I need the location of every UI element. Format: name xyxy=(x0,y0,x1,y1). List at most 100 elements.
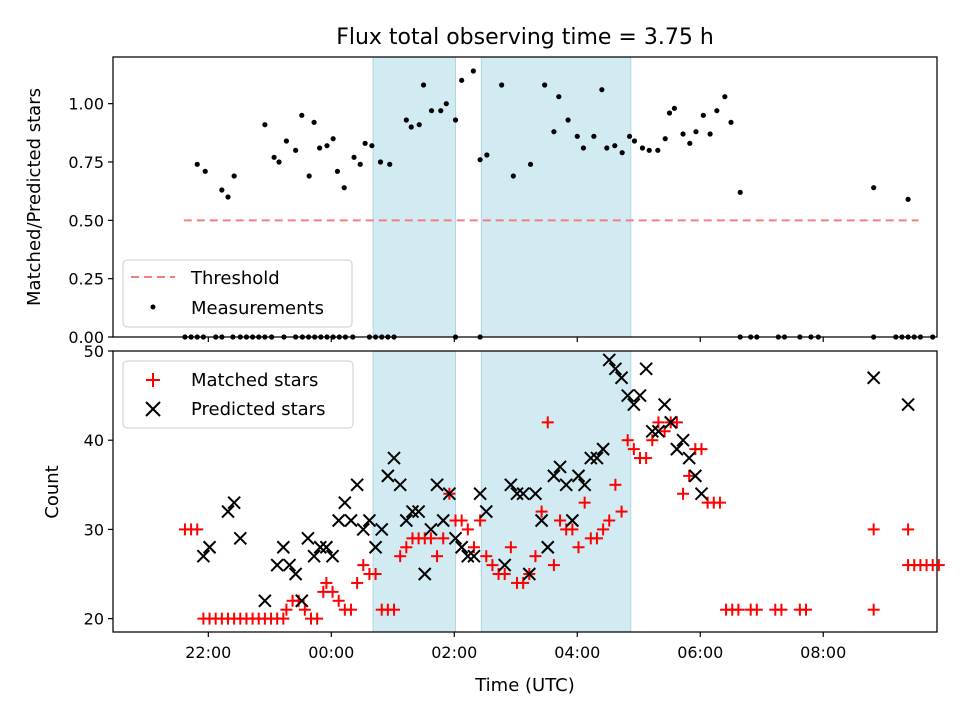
measurement-point xyxy=(385,334,391,340)
predicted-marker xyxy=(295,594,309,608)
predicted-marker xyxy=(694,487,709,501)
measurement-point xyxy=(182,334,188,340)
measurement-point xyxy=(612,143,618,149)
measurement-point xyxy=(911,334,917,340)
matched-marker xyxy=(609,478,622,491)
predicted-marker xyxy=(620,388,635,403)
predicted-marker xyxy=(301,531,315,546)
measurement-point xyxy=(231,173,237,179)
measurement-point xyxy=(194,161,200,167)
matched-marker xyxy=(867,603,880,616)
matched-marker xyxy=(867,523,880,536)
matched-marker xyxy=(320,576,333,589)
measurement-point xyxy=(377,159,384,165)
measurement-point xyxy=(626,133,633,139)
matched-marker xyxy=(394,550,407,563)
matched-marker xyxy=(486,559,499,572)
matched-marker xyxy=(480,550,493,563)
matched-marker xyxy=(578,496,591,509)
predicted-marker xyxy=(664,415,678,430)
measurement-point xyxy=(722,94,728,100)
predicted-marker xyxy=(270,558,284,572)
legend-matched-swatch xyxy=(146,373,160,387)
predicted-marker xyxy=(461,549,475,563)
measurement-point xyxy=(893,334,899,340)
matched-marker xyxy=(597,523,610,536)
measurement-point xyxy=(249,334,256,340)
top-y-axis-label: Matched/Predicted stars xyxy=(24,88,45,306)
predicted-marker xyxy=(866,371,881,385)
matched-marker xyxy=(750,603,763,616)
matched-marker xyxy=(351,576,364,589)
measurement-point xyxy=(871,185,877,191)
measurement-point xyxy=(754,334,760,340)
measurement-point xyxy=(871,334,877,340)
matched-marker xyxy=(498,568,511,581)
measurement-point xyxy=(230,334,236,340)
measurement-point xyxy=(408,124,414,130)
measurement-point xyxy=(565,117,571,123)
measurement-point xyxy=(350,334,356,340)
chart-title: Flux total observing time = 3.75 h xyxy=(336,25,714,50)
legend-predicted-swatch xyxy=(145,401,161,417)
measurement-point xyxy=(815,334,821,340)
matched-marker xyxy=(732,603,745,616)
y-tick-label: 0.75 xyxy=(68,153,104,172)
measurement-point xyxy=(281,334,287,340)
matched-marker xyxy=(554,514,567,527)
bottom-legend-box xyxy=(122,360,354,429)
measurement-point xyxy=(542,82,548,88)
measurement-point xyxy=(452,117,459,123)
predicted-marker xyxy=(319,540,334,554)
predicted-marker xyxy=(633,388,647,403)
predicted-marker xyxy=(227,495,241,510)
matched-marker xyxy=(529,550,542,563)
measurement-point xyxy=(324,143,330,149)
measurement-point xyxy=(655,147,661,153)
predicted-marker xyxy=(325,549,340,563)
measurement-point xyxy=(202,168,208,174)
predicted-marker xyxy=(577,478,592,492)
matched-marker xyxy=(504,541,517,554)
predicted-marker xyxy=(424,522,438,537)
predicted-marker xyxy=(670,442,684,456)
legend-threshold-label: Threshold xyxy=(190,268,280,289)
measurement-point xyxy=(334,168,341,174)
matched-marker xyxy=(640,452,653,465)
measurement-point xyxy=(324,334,330,340)
predicted-marker xyxy=(559,478,573,492)
predicted-marker xyxy=(387,451,401,465)
matched-marker xyxy=(431,550,444,563)
predicted-marker xyxy=(602,353,616,367)
predicted-marker xyxy=(405,504,420,519)
measurement-point xyxy=(700,112,706,118)
x-tick-label: 08:00 xyxy=(800,643,846,662)
predicted-marker xyxy=(571,469,586,483)
matched-marker xyxy=(800,603,813,616)
predicted-marker xyxy=(393,478,407,492)
measurement-point xyxy=(574,133,580,139)
predicted-marker xyxy=(498,558,512,572)
measurement-point xyxy=(311,119,317,125)
matched-marker xyxy=(400,541,413,554)
measurement-point xyxy=(631,138,638,144)
measurement-point xyxy=(306,173,312,179)
top-legend-box xyxy=(122,259,353,328)
measurement-point xyxy=(917,334,923,340)
predicted-marker xyxy=(307,549,321,563)
measurement-point xyxy=(299,334,305,340)
predicted-marker xyxy=(436,513,450,528)
legend-measurements-label: Measurements xyxy=(191,298,324,319)
measurement-point xyxy=(671,105,678,111)
matched-marker xyxy=(670,416,683,429)
matched-marker xyxy=(332,594,345,607)
measurement-point xyxy=(737,189,743,195)
measurement-point xyxy=(213,334,219,340)
predicted-marker xyxy=(901,397,915,412)
measurement-point xyxy=(342,334,349,340)
x-tick-label: 02:00 xyxy=(431,643,477,662)
measurement-point xyxy=(477,157,483,163)
matched-marker xyxy=(388,603,401,616)
measurement-point xyxy=(317,145,323,151)
measurement-point xyxy=(420,82,427,88)
